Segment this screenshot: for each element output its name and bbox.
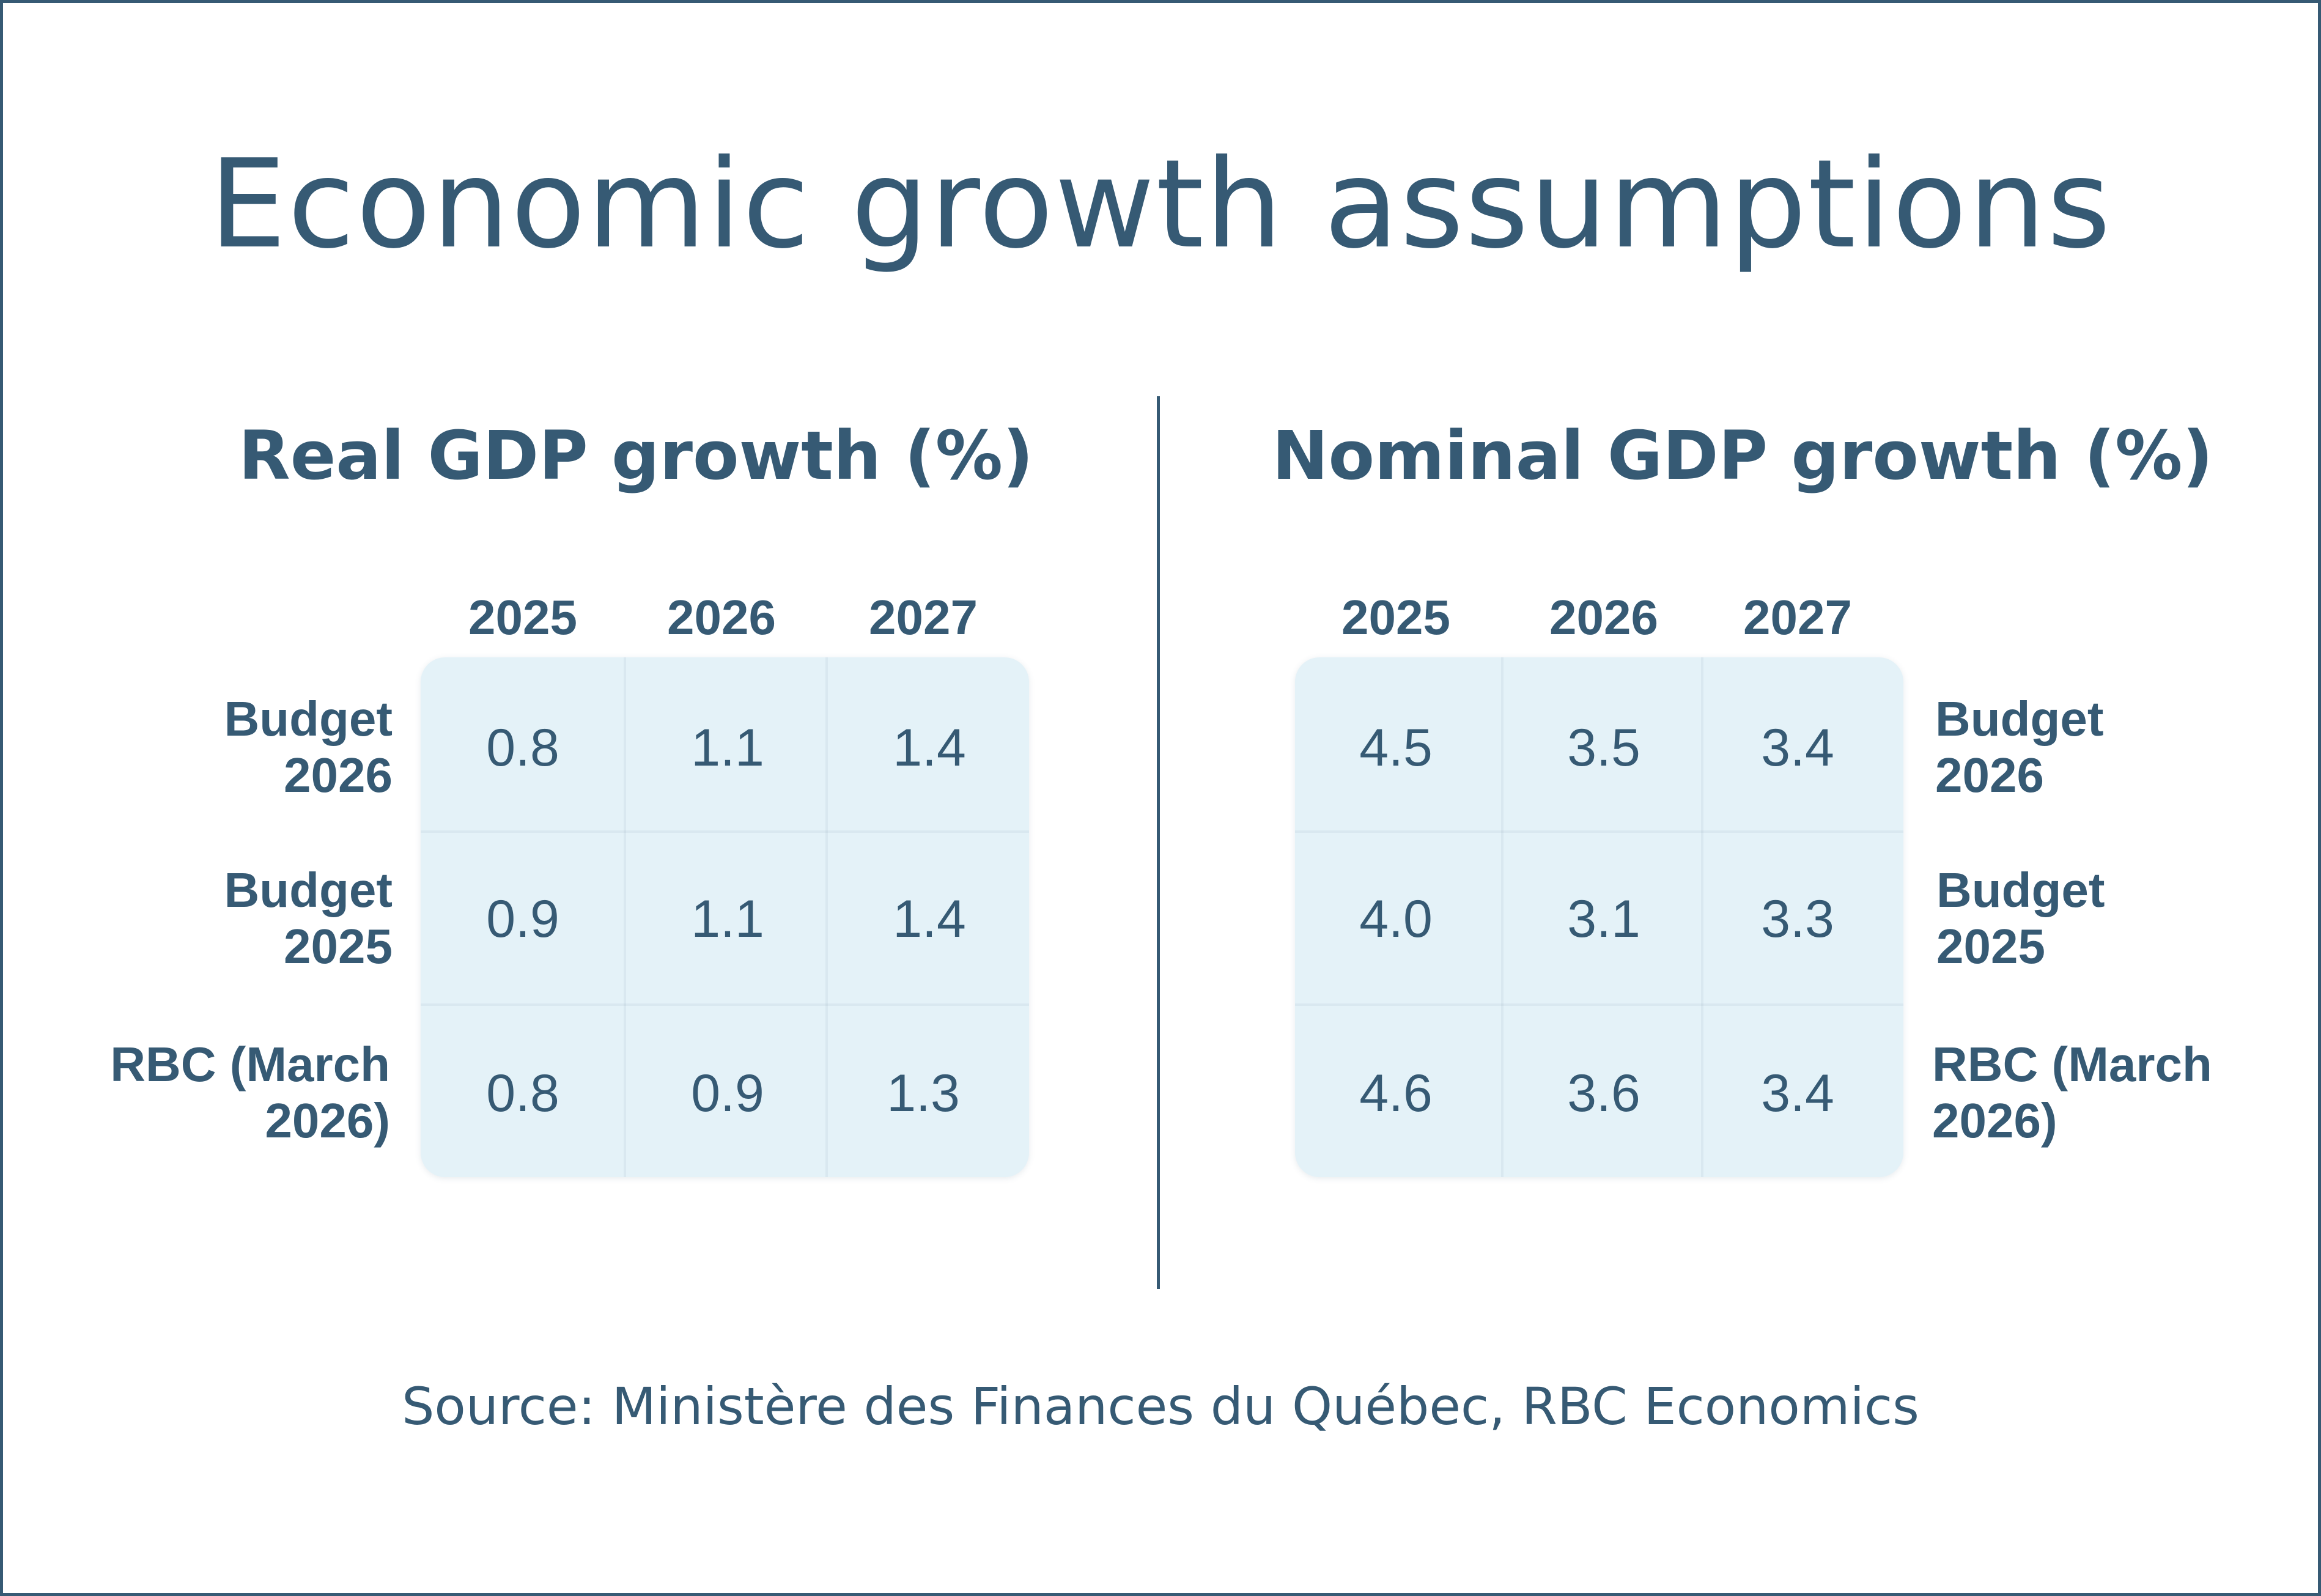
page-title: Economic growth assumptions bbox=[208, 133, 2112, 276]
source-note: Source: Ministère des Finances du Québec… bbox=[402, 1376, 1919, 1436]
panel-divider bbox=[1157, 396, 1160, 1289]
